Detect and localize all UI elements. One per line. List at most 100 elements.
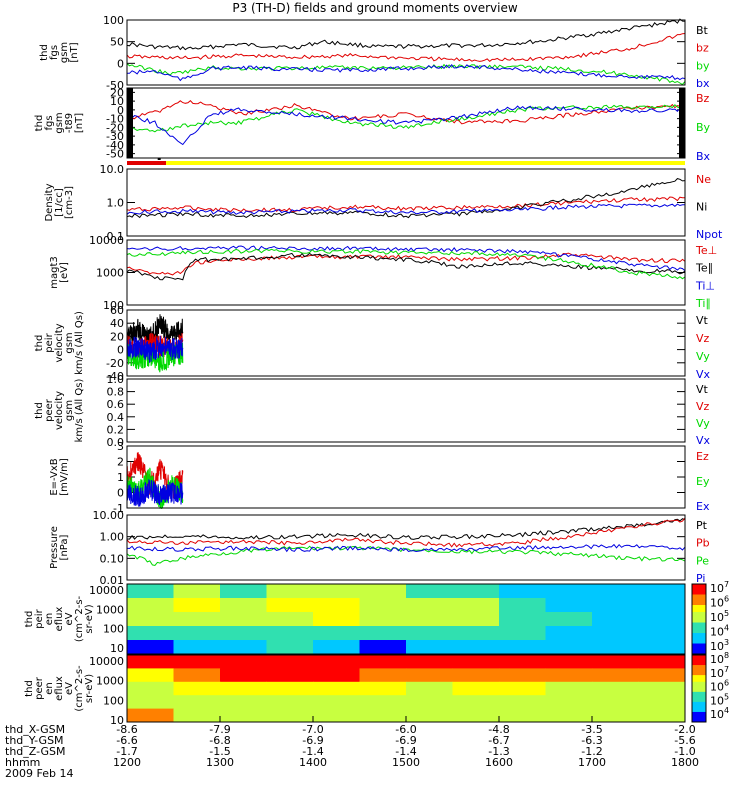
bottom-axis-x-gsm: -6.0 (395, 723, 416, 736)
bottom-axis-z-gsm: -1.4 (302, 745, 323, 758)
panel-9-colorbar-band (692, 668, 706, 673)
panel-1-ytick-label: -10 (106, 113, 124, 126)
panel-4-ytick-label: 20 (110, 330, 124, 343)
panel-9-colorbar-band (692, 661, 706, 666)
panel-0-legend-bz: bz (696, 42, 709, 55)
panel-3-frame (126, 239, 686, 306)
panel-7-legend-Pb: Pb (696, 537, 710, 550)
panel-0-series-Bt (126, 18, 686, 51)
panel-2-ylabel-line: [1/cc] (54, 188, 65, 217)
bottom-axis-y-gsm: -6.6 (116, 734, 137, 747)
panel-8-heatmap-cell (313, 640, 360, 655)
panel-9-ylabel-line: (cm^2-s- (74, 665, 85, 712)
panel-9-heatmap-cell (173, 681, 221, 696)
panel-9-heatmap-cell (638, 681, 686, 696)
panel-7-ylabel-line: Pressure (49, 526, 60, 569)
panel-4-series-Vx (126, 335, 184, 363)
panel-9-ylabel-line: eflux (54, 676, 65, 701)
status-bar-mark (157, 158, 161, 160)
panel-9-heatmap-cell (359, 668, 407, 683)
panel-0-series-by (126, 63, 686, 86)
panel-9-heatmap-cell (127, 695, 174, 710)
panel-6-ylabel-line: [mV/m] (59, 458, 70, 496)
panel-4-series-Vy (126, 342, 184, 373)
panel-8-heatmap-cell (313, 598, 360, 613)
panel-9-heatmap-cell (220, 708, 267, 723)
panel-9-colorbar-band (692, 681, 706, 686)
panel-9-heatmap-cell (406, 708, 453, 723)
panel-9-heatmap-cell (127, 681, 174, 696)
panel-8-heatmap-cell (638, 598, 686, 613)
panel-1-ytick-label: 20 (110, 86, 124, 99)
panel-8-heatmap-cell (359, 640, 407, 655)
bottom-axis-z-gsm: -1.0 (674, 745, 695, 758)
panel-8-heatmap-cell (592, 640, 639, 655)
bottom-axis-x-gsm: -2.0 (674, 723, 695, 736)
bottom-axis-y-gsm: -6.9 (302, 734, 323, 747)
panel-5-ytick-label: 0.4 (107, 411, 125, 424)
panel-0-ytick-label: 50 (110, 36, 124, 49)
panel-6-legend-Ex: Ex (696, 500, 710, 513)
panel-8-colorbar-band (692, 622, 706, 627)
panel-9-heatmap-cell (266, 681, 314, 696)
panel-4-ytick-label: 40 (110, 317, 124, 330)
panel-1-legend-By: By (696, 121, 711, 134)
panel-4-legend-Vt: Vt (696, 314, 709, 327)
panel-9-heatmap-cell (499, 681, 546, 696)
panel-9-colorbar-band (692, 701, 706, 706)
panel-9-heatmap-cell (452, 681, 500, 696)
panel-4-legend-Vz: Vz (696, 332, 710, 345)
panel-8-heatmap-cell (545, 612, 593, 627)
panel-9-heatmap-cell (638, 695, 686, 710)
panel-4-ylabel-line: velocity (54, 323, 65, 362)
panel-0-ytick-label: 100 (103, 14, 124, 27)
panel-8-colorbar-label: 103 (710, 638, 729, 653)
panel-9-heatmap-cell (545, 668, 593, 683)
panel-9-heatmap-cell (220, 655, 267, 669)
panel-8-heatmap-cell (220, 584, 267, 599)
panel-0-ytick-label: -50 (106, 79, 124, 92)
panel-9-heatmap-cell (592, 708, 639, 723)
panel-8-heatmap-cell (127, 640, 174, 655)
panel-8-colorbar-band (692, 629, 706, 634)
panel-9-heatmap-cell (499, 708, 546, 723)
panel-9-heatmap-cell (545, 681, 593, 696)
panel-8-ytick-label: 1000 (96, 603, 124, 616)
panel-6-legend-Ey: Ey (696, 475, 710, 488)
panel-0-ylabel-line: [nT] (69, 42, 80, 62)
bottom-axis-time: 1400 (299, 756, 327, 769)
panel-2-series-Ne (126, 196, 686, 213)
panel-1-ylabel-line: fgs (44, 115, 55, 130)
panel-8-heatmap-cell (638, 626, 686, 641)
panel-5-ytick-label: 1.0 (107, 373, 125, 386)
panel-9-colorbar-band (692, 705, 706, 710)
panel-8-heatmap-cell (266, 598, 314, 613)
bottom-axis-y-gsm: -6.7 (488, 734, 509, 747)
panel-9-heatmap-cell (266, 695, 314, 710)
panel-8-colorbar-band (692, 636, 706, 641)
panel-8-heatmap-cell (266, 626, 314, 641)
panel-9-colorbar-label: 106 (710, 679, 729, 694)
panel-4-legend-Vy: Vy (696, 350, 710, 363)
panel-9-heatmap-cell (127, 668, 174, 683)
panel-9-ytick-label: 10000 (89, 655, 124, 668)
panel-8-ytick-label: 10000 (89, 584, 124, 597)
panel-8-colorbar-band (692, 643, 706, 648)
bottom-axis-time: 1500 (392, 756, 420, 769)
panel-9-heatmap-cell (266, 708, 314, 723)
panel-9-heatmap-cell (406, 681, 453, 696)
panel-9-ylabel-line: peer (34, 676, 45, 700)
panel-0-ylabel-line: thd (39, 44, 50, 61)
bottom-axis-row-label: thd_Z-GSM (5, 745, 65, 758)
panel-9-heatmap-cell (499, 655, 546, 669)
panel-8-heatmap-cell (406, 640, 453, 655)
panel-8-heatmap-cell (220, 640, 267, 655)
panel-9-heatmap-cell (127, 708, 174, 723)
panel-9-colorbar-band (692, 688, 706, 693)
panel-8-heatmap-cell (592, 584, 639, 599)
panel-9-colorbar-label: 108 (710, 651, 729, 666)
panel-8-colorbar-band (692, 601, 706, 606)
panel-8-heatmap-cell (452, 584, 500, 599)
panel-1-legend-Bx: Bx (696, 150, 711, 163)
panel-9-heatmap-cell (313, 681, 360, 696)
